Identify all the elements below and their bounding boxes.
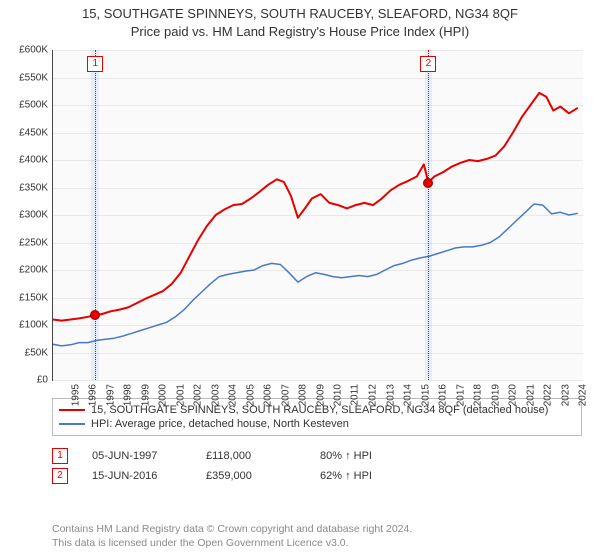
x-axis-tick-label: 2014 <box>403 384 414 406</box>
chart-title-line1: 15, SOUTHGATE SPINNEYS, SOUTH RAUCEBY, S… <box>0 6 600 21</box>
chart-title-line2: Price paid vs. HM Land Registry's House … <box>0 24 600 39</box>
x-axis-tick-label: 2019 <box>490 384 501 406</box>
event-row-marker: 1 <box>52 448 68 464</box>
attribution-text: Contains HM Land Registry data © Crown c… <box>52 522 582 550</box>
x-axis-tick-label: 2021 <box>525 384 536 406</box>
y-axis-tick-label: £350K <box>19 182 48 193</box>
x-axis-tick-label: 2024 <box>578 384 589 406</box>
legend-swatch <box>59 409 85 411</box>
y-axis-tick-label: £0 <box>37 375 48 386</box>
legend-swatch <box>59 423 85 425</box>
x-axis-tick-label: 2003 <box>210 384 221 406</box>
event-date: 15-JUN-2016 <box>92 470 182 482</box>
y-axis-tick-label: £600K <box>19 45 48 56</box>
event-price: £359,000 <box>206 470 296 482</box>
y-axis-tick-label: £400K <box>19 155 48 166</box>
y-axis-tick-label: £550K <box>19 72 48 83</box>
events-table: 1 05-JUN-1997 £118,000 80% ↑ HPI 2 15-JUN-201… <box>52 446 582 486</box>
y-axis-tick-label: £200K <box>19 265 48 276</box>
event-dot <box>90 310 100 320</box>
chart-svg <box>53 50 583 380</box>
x-axis-tick-label: 2008 <box>298 384 309 406</box>
legend-item: HPI: Average price, detached house, Nort… <box>59 417 575 431</box>
event-hpi: 80% ↑ HPI <box>320 450 410 462</box>
x-axis-tick-label: 2018 <box>473 384 484 406</box>
x-axis-tick-label: 2013 <box>385 384 396 406</box>
y-axis-tick-label: £150K <box>19 292 48 303</box>
x-axis-tick-label: 2020 <box>508 384 519 406</box>
x-axis-tick-label: 2022 <box>543 384 554 406</box>
event-row: 1 05-JUN-1997 £118,000 80% ↑ HPI <box>52 446 582 466</box>
y-axis-tick-label: £500K <box>19 100 48 111</box>
attribution-line: This data is licensed under the Open Gov… <box>52 536 582 550</box>
x-axis-tick-label: 1997 <box>105 384 116 406</box>
event-date: 05-JUN-1997 <box>92 450 182 462</box>
x-axis-tick-label: 1995 <box>70 384 81 406</box>
chart-plot-area: 12 <box>52 50 583 381</box>
y-axis-tick-label: £450K <box>19 127 48 138</box>
attribution-line: Contains HM Land Registry data © Crown c… <box>52 522 582 536</box>
event-row: 2 15-JUN-2016 £359,000 62% ↑ HPI <box>52 466 582 486</box>
x-axis-tick-label: 2010 <box>333 384 344 406</box>
x-axis-tick-label: 2006 <box>263 384 274 406</box>
x-axis-tick-label: 1996 <box>88 384 99 406</box>
x-axis-tick-label: 2011 <box>349 384 360 406</box>
legend-label: HPI: Average price, detached house, Nort… <box>91 418 349 430</box>
series-line <box>53 93 578 321</box>
x-axis-tick-label: 1998 <box>123 384 134 406</box>
event-price: £118,000 <box>206 450 296 462</box>
y-axis-tick-label: £300K <box>19 210 48 221</box>
y-axis-tick-label: £100K <box>19 320 48 331</box>
x-axis-tick-label: 2023 <box>560 384 571 406</box>
event-marker: 2 <box>420 56 436 72</box>
event-marker: 1 <box>87 56 103 72</box>
x-axis-tick-label: 2007 <box>280 384 291 406</box>
x-axis-tick-label: 2012 <box>368 384 379 406</box>
series-line <box>53 204 578 346</box>
y-axis-tick-label: £250K <box>19 237 48 248</box>
x-axis-tick-label: 2005 <box>245 384 256 406</box>
event-hpi: 62% ↑ HPI <box>320 470 410 482</box>
x-axis-tick-label: 2015 <box>420 384 431 406</box>
x-axis-tick-label: 2017 <box>455 384 466 406</box>
x-axis-tick-label: 2000 <box>158 384 169 406</box>
x-axis-tick-label: 2004 <box>228 384 239 406</box>
x-axis-tick-label: 1999 <box>140 384 151 406</box>
y-axis-tick-label: £50K <box>25 347 48 358</box>
x-axis-tick-label: 2016 <box>438 384 449 406</box>
x-axis-tick-label: 2009 <box>315 384 326 406</box>
x-axis-tick-label: 2001 <box>175 384 186 406</box>
event-dot <box>423 178 433 188</box>
event-row-marker: 2 <box>52 468 68 484</box>
gridline <box>53 380 583 381</box>
x-axis-tick-label: 2002 <box>193 384 204 406</box>
